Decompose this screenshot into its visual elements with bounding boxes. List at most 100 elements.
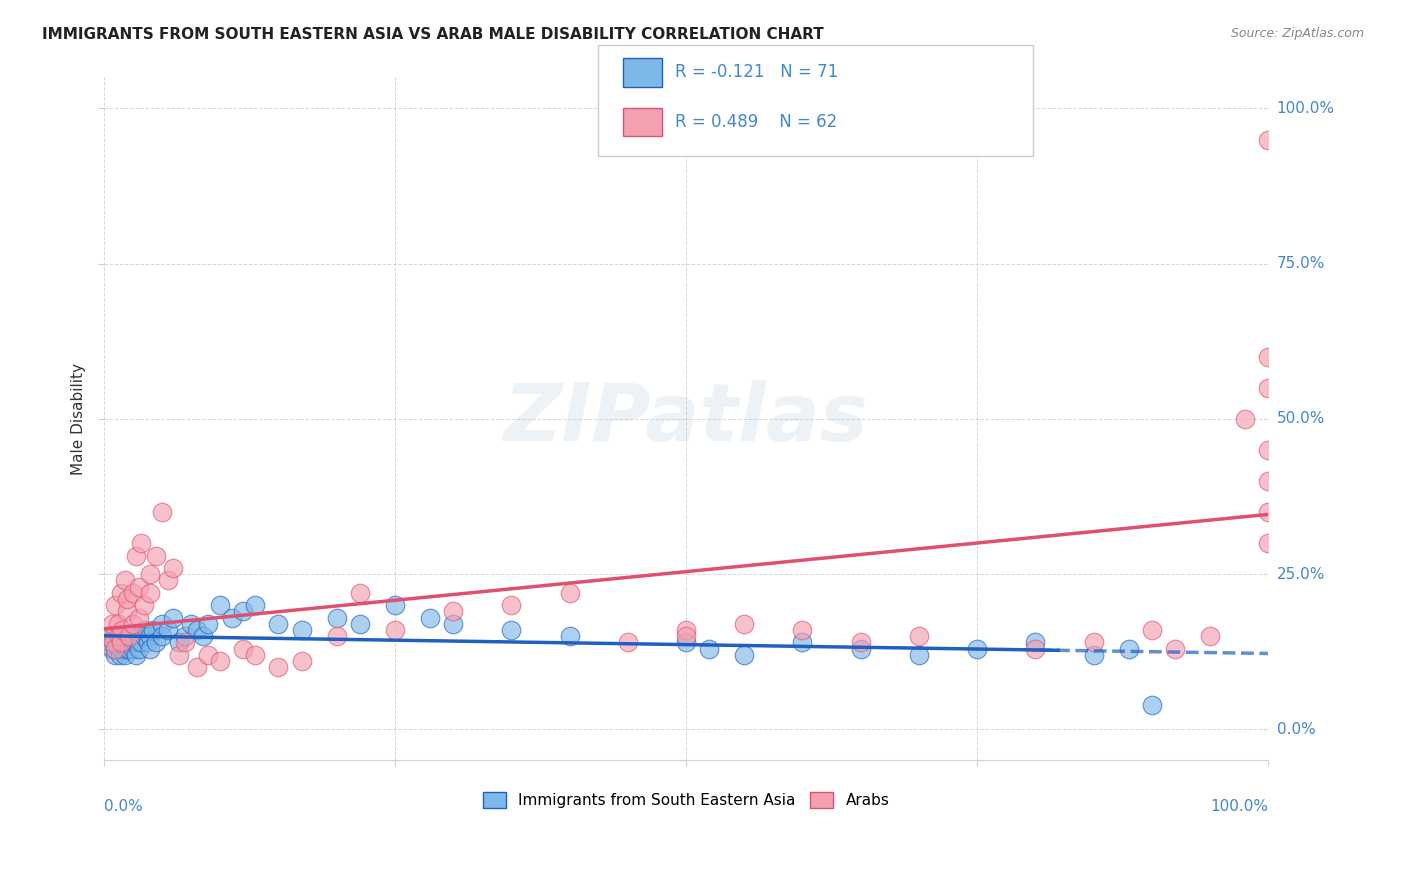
- Point: [908, 648, 931, 662]
- Point: [232, 641, 254, 656]
- Point: [558, 629, 581, 643]
- Point: [104, 641, 127, 656]
- Point: [156, 623, 179, 637]
- Point: [384, 623, 406, 637]
- Point: [675, 623, 697, 637]
- Point: [180, 616, 202, 631]
- Text: 50.0%: 50.0%: [1277, 411, 1324, 426]
- Point: [1140, 698, 1163, 712]
- Point: [675, 635, 697, 649]
- Point: [107, 629, 129, 643]
- Point: [1024, 635, 1046, 649]
- Point: [792, 635, 814, 649]
- Point: [145, 549, 167, 563]
- Point: [1234, 412, 1257, 426]
- Point: [98, 629, 121, 643]
- Point: [141, 623, 163, 637]
- Point: [849, 641, 872, 656]
- Point: [325, 610, 347, 624]
- Point: [115, 635, 138, 649]
- Point: [115, 591, 138, 606]
- Point: [1164, 641, 1187, 656]
- Point: [733, 616, 755, 631]
- Point: [1024, 641, 1046, 656]
- Point: [128, 610, 150, 624]
- Point: [128, 635, 150, 649]
- Point: [134, 623, 156, 637]
- Point: [134, 629, 156, 643]
- Point: [501, 598, 523, 612]
- Point: [115, 629, 138, 643]
- Point: [1257, 505, 1279, 519]
- Point: [174, 635, 197, 649]
- Point: [209, 654, 232, 668]
- Point: [243, 648, 266, 662]
- Point: [118, 635, 141, 649]
- Point: [349, 586, 371, 600]
- Point: [441, 616, 464, 631]
- Point: [792, 623, 814, 637]
- Point: [908, 629, 931, 643]
- Point: [849, 635, 872, 649]
- Point: [616, 635, 638, 649]
- Point: [118, 641, 141, 656]
- Point: [139, 641, 162, 656]
- Point: [419, 610, 441, 624]
- Point: [221, 610, 243, 624]
- Point: [697, 641, 720, 656]
- Point: [107, 616, 129, 631]
- Point: [104, 648, 127, 662]
- Point: [115, 641, 138, 656]
- Point: [186, 623, 208, 637]
- Point: [107, 641, 129, 656]
- Text: Source: ZipAtlas.com: Source: ZipAtlas.com: [1230, 27, 1364, 40]
- Point: [110, 629, 132, 643]
- Point: [267, 616, 290, 631]
- Point: [441, 604, 464, 618]
- Point: [501, 623, 523, 637]
- Point: [125, 549, 148, 563]
- Point: [108, 648, 131, 662]
- Point: [136, 635, 159, 649]
- Point: [197, 648, 219, 662]
- Point: [197, 616, 219, 631]
- Point: [966, 641, 988, 656]
- Point: [121, 641, 143, 656]
- Point: [156, 574, 179, 588]
- Legend: Immigrants from South Eastern Asia, Arabs: Immigrants from South Eastern Asia, Arab…: [477, 786, 896, 814]
- Point: [1140, 623, 1163, 637]
- Text: 0.0%: 0.0%: [1277, 722, 1316, 737]
- Point: [243, 598, 266, 612]
- Point: [1257, 350, 1279, 364]
- Point: [114, 648, 136, 662]
- Point: [104, 598, 127, 612]
- Point: [129, 635, 152, 649]
- Point: [111, 623, 134, 637]
- Point: [291, 623, 314, 637]
- Y-axis label: Male Disability: Male Disability: [72, 363, 86, 475]
- Point: [1257, 442, 1279, 457]
- Point: [107, 635, 129, 649]
- Point: [115, 604, 138, 618]
- Text: R = 0.489    N = 62: R = 0.489 N = 62: [675, 113, 837, 131]
- Point: [125, 648, 148, 662]
- Point: [150, 616, 173, 631]
- Point: [100, 616, 122, 631]
- Point: [121, 616, 143, 631]
- Point: [145, 635, 167, 649]
- Text: R = -0.121   N = 71: R = -0.121 N = 71: [675, 63, 838, 81]
- Point: [128, 641, 150, 656]
- Point: [104, 635, 127, 649]
- Text: 100.0%: 100.0%: [1211, 799, 1268, 814]
- Point: [325, 629, 347, 643]
- Point: [267, 660, 290, 674]
- Point: [121, 586, 143, 600]
- Point: [110, 635, 132, 649]
- Point: [169, 635, 191, 649]
- Point: [174, 629, 197, 643]
- Point: [169, 648, 191, 662]
- Point: [111, 635, 134, 649]
- Point: [384, 598, 406, 612]
- Point: [104, 641, 127, 656]
- Point: [1257, 381, 1279, 395]
